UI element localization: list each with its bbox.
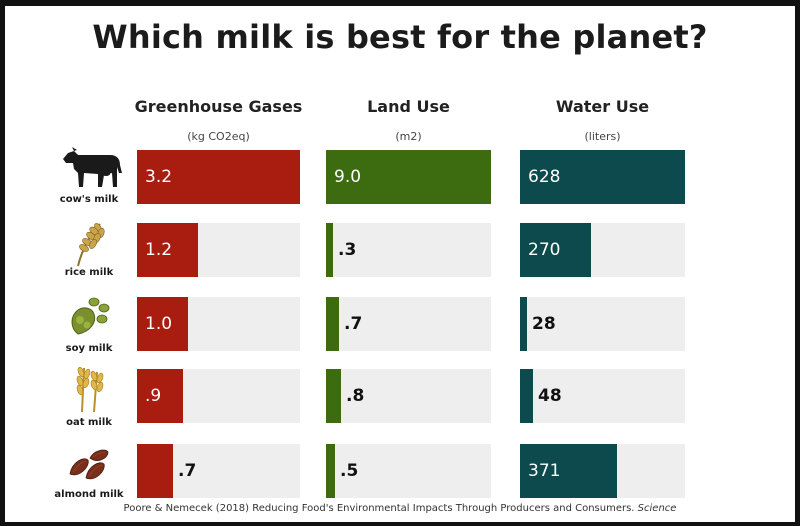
bar-land-use-cow-s-milk (326, 150, 491, 204)
row-label-almond-milk: almond milk (54, 489, 124, 500)
source-text: Poore & Nemecek (2018) Reducing Food's E… (123, 503, 635, 514)
bar-water-use-rice-milk (520, 223, 591, 277)
bar-track: 371 (520, 444, 685, 498)
oat-icon (64, 362, 114, 418)
source-journal: Science (637, 503, 677, 514)
bar-value-label: .5 (340, 461, 359, 481)
bar-value-label: .7 (344, 314, 363, 334)
bar-greenhouse-gases-soy-milk (137, 297, 188, 351)
bar-track: 628 (520, 150, 685, 204)
metric-name: Greenhouse Gases (134, 97, 303, 116)
bar-water-use-almond-milk (520, 444, 617, 498)
bar-track: .7 (137, 444, 300, 498)
bar-value-label: 48 (538, 386, 562, 406)
bar-track: .5 (326, 444, 491, 498)
metric-name: Water Use (555, 97, 650, 116)
bar-value-label: 1.0 (145, 314, 173, 334)
bar-value-label: 628 (528, 167, 561, 187)
bar-track: 3.2 (137, 150, 300, 204)
bar-value-label: .9 (145, 386, 162, 406)
bar-track: 1.2 (137, 223, 300, 277)
chart-title: Which milk is best for the planet? (92, 18, 708, 56)
bar-track: .9 (137, 369, 300, 423)
row-label-rice-milk: rice milk (64, 267, 114, 278)
row-label-oat-milk: oat milk (66, 417, 112, 428)
rice-icon (64, 218, 114, 272)
bar-value-label: 371 (528, 461, 561, 481)
bar-value-label: 3.2 (145, 167, 173, 187)
bar-value-label: .8 (346, 386, 365, 406)
bar-land-use-soy-milk (326, 297, 339, 351)
bar-track: 270 (520, 223, 685, 277)
metric-name: Land Use (367, 97, 450, 116)
metric-unit: (m2) (395, 130, 422, 143)
bar-water-use-oat-milk (520, 369, 533, 423)
row-label-cow-s-milk: cow's milk (59, 194, 119, 205)
bar-track: 28 (520, 297, 685, 351)
bar-greenhouse-gases-oat-milk (137, 369, 183, 423)
row-label-soy-milk: soy milk (65, 343, 113, 354)
bar-greenhouse-gases-almond-milk (137, 444, 173, 498)
bar-value-label: 9.0 (334, 167, 362, 187)
bar-track: .3 (326, 223, 491, 277)
bar-value-label: .7 (178, 461, 197, 481)
bar-track: .8 (326, 369, 491, 423)
metric-unit: (liters) (584, 130, 621, 143)
bar-track: 48 (520, 369, 685, 423)
metric-header-land-use: Land Use (m2) (306, 97, 511, 143)
metric-unit: (kg CO2eq) (187, 130, 250, 143)
almond-icon (64, 446, 114, 490)
bar-land-use-almond-milk (326, 444, 335, 498)
bar-water-use-cow-s-milk (520, 150, 685, 204)
bar-value-label: 270 (528, 240, 561, 260)
bar-land-use-oat-milk (326, 369, 341, 423)
bar-land-use-rice-milk (326, 223, 333, 277)
bar-greenhouse-gases-rice-milk (137, 223, 198, 277)
soybean-icon (64, 294, 114, 342)
bar-track: 1.0 (137, 297, 300, 351)
bar-value-label: .3 (338, 240, 357, 260)
metric-header-water-use: Water Use (liters) (500, 97, 705, 143)
bar-track: 9.0 (326, 150, 491, 204)
bar-value-label: 28 (532, 314, 556, 334)
bar-greenhouse-gases-cow-s-milk (137, 150, 300, 204)
bar-water-use-soy-milk (520, 297, 527, 351)
frame-right-edge (795, 0, 800, 526)
metric-header-greenhouse-gases: Greenhouse Gases (kg CO2eq) (117, 97, 320, 143)
frame-left-edge (0, 0, 5, 526)
source-citation: Poore & Nemecek (2018) Reducing Food's E… (0, 503, 800, 514)
cow-icon (60, 143, 126, 195)
bar-value-label: 1.2 (145, 240, 173, 260)
frame-top-edge (0, 0, 800, 6)
bar-track: .7 (326, 297, 491, 351)
frame-bottom-edge (0, 522, 800, 526)
